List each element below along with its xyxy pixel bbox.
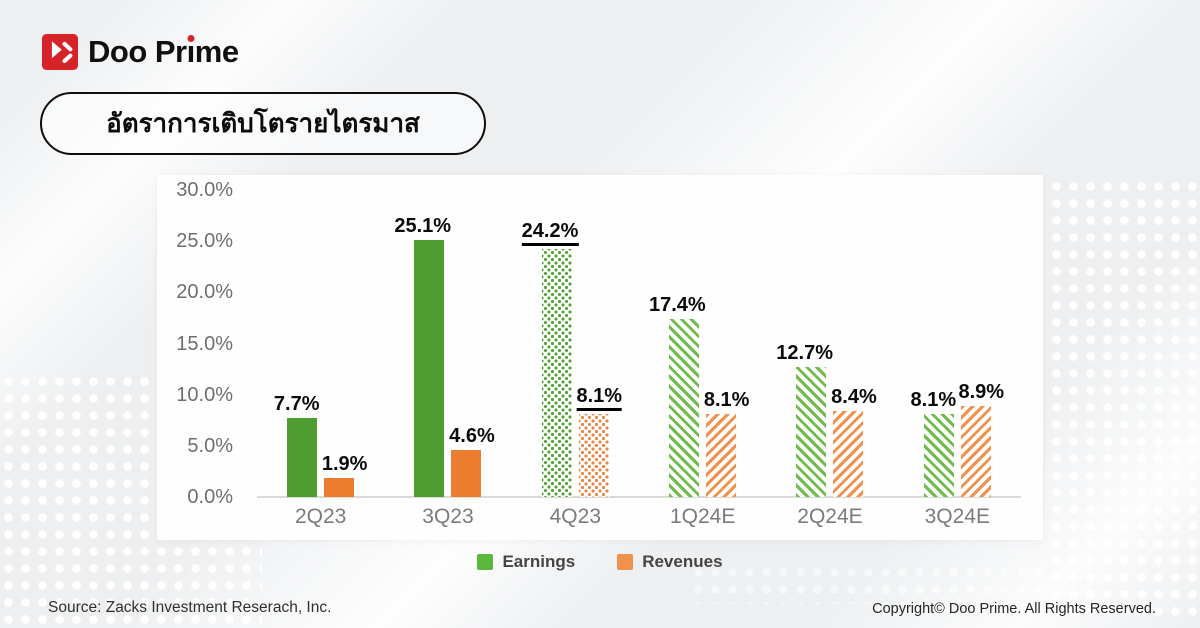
- bar-fill: [578, 414, 609, 497]
- y-axis-tick-label: 25.0%: [176, 230, 233, 253]
- copyright-note: Copyright© Doo Prime. All Rights Reserve…: [872, 601, 1156, 617]
- bar-fill: [451, 449, 482, 497]
- bar-revenues-4q23: 8.1%: [576, 385, 623, 497]
- bar-value-label: 8.1%: [703, 389, 750, 412]
- y-axis-tick-label: 5.0%: [187, 434, 233, 457]
- y-axis-tick-label: 15.0%: [176, 332, 233, 355]
- bar-revenues-3q23: 4.6%: [449, 425, 495, 497]
- bar-fill: [324, 477, 355, 497]
- bar-value-label: 1.9%: [321, 452, 368, 475]
- bar-fill: [923, 414, 954, 497]
- bar-fill: [833, 411, 864, 497]
- legend-label: Earnings: [502, 552, 576, 571]
- bar-earnings-4q23: 24.2%: [521, 220, 579, 497]
- doo-prime-logo-icon: [42, 34, 78, 70]
- bar-value-label: 17.4%: [648, 293, 706, 316]
- bar-group-2q23: 7.7% 1.9% 2Q23: [257, 175, 384, 528]
- bar-revenues-2q23: 1.9%: [322, 453, 367, 497]
- bar-group-4q23: 24.2% 8.1% 4Q23: [512, 175, 639, 528]
- y-axis-tick-label: 10.0%: [176, 383, 233, 406]
- background-dots-right: [1048, 178, 1200, 620]
- bar-value-label: 8.9%: [958, 380, 1005, 403]
- y-axis-labels: 30.0% 25.0% 20.0% 15.0% 10.0% 5.0% 0.0%: [157, 175, 233, 508]
- bar-earnings-3q24e: 8.1%: [911, 389, 956, 497]
- x-axis-label: 4Q23: [549, 505, 601, 528]
- bar-value-label: 4.6%: [449, 424, 495, 447]
- bar-value-label: 8.1%: [576, 385, 623, 412]
- x-axis-label: 1Q24E: [669, 505, 736, 528]
- logo-text-part1: Doo Pr: [88, 34, 187, 69]
- bar-fill: [796, 367, 827, 497]
- chart-title-text: อัตราการเติบโตรายไตรมาส: [106, 108, 420, 138]
- x-axis-line: [257, 496, 1021, 498]
- bar-fill: [960, 405, 991, 497]
- bar-fill: [414, 240, 445, 497]
- bar-revenues-1q24e: 8.1%: [704, 389, 749, 497]
- bar-group-3q23: 25.1% 4.6% 3Q23: [384, 175, 511, 528]
- bar-fill: [287, 418, 318, 497]
- bar-value-label: 24.2%: [521, 220, 579, 247]
- bar-group-3q24e: 8.1% 8.9% 3Q24E: [894, 175, 1021, 528]
- legend-swatch: [617, 554, 634, 570]
- x-axis-label: 2Q23: [294, 505, 347, 528]
- legend-item-revenues: Revenues: [617, 552, 723, 572]
- legend-swatch: [477, 554, 494, 570]
- bar-earnings-2q23: 7.7%: [274, 393, 319, 497]
- y-axis-tick-label: 30.0%: [176, 179, 233, 201]
- bar-revenues-3q24e: 8.9%: [958, 381, 1004, 497]
- bar-value-label: 12.7%: [776, 342, 834, 365]
- doo-prime-logo: Doo Pr ı me: [42, 34, 239, 70]
- bar-group-1q24e: 17.4% 8.1% 1Q24E: [639, 175, 766, 528]
- logo-letter-i: ı: [186, 34, 196, 70]
- y-axis-tick-label: 0.0%: [187, 486, 233, 508]
- bar-value-label: 8.4%: [831, 386, 877, 409]
- bar-value-label: 7.7%: [273, 393, 320, 416]
- legend-label: Revenues: [642, 552, 723, 571]
- bar-value-label: 25.1%: [394, 215, 452, 238]
- logo-text: Doo Pr ı me: [88, 34, 239, 70]
- chart-card: 30.0% 25.0% 20.0% 15.0% 10.0% 5.0% 0.0% 7.7% 1.…: [157, 175, 1043, 540]
- logo-i-glyph: ı: [186, 34, 196, 69]
- x-axis-label: 2Q24E: [797, 505, 863, 528]
- bar-fill: [669, 318, 700, 497]
- plot-area: 7.7% 1.9% 2Q23 25.1% 4.6% 3Q23 24.2% 8.1% 4Q23 17…: [257, 175, 1021, 528]
- source-note: Source: Zacks Investment Reserach, Inc.: [48, 599, 332, 616]
- bar-fill: [541, 249, 572, 497]
- bar-earnings-2q24e: 12.7%: [776, 342, 833, 497]
- x-axis-label: 3Q24E: [924, 505, 990, 528]
- bar-fill: [706, 414, 737, 497]
- y-axis-tick-label: 20.0%: [176, 281, 233, 304]
- bar-group-2q24e: 12.7% 8.4% 2Q24E: [766, 175, 893, 528]
- bar-earnings-1q24e: 17.4%: [649, 294, 706, 497]
- legend-item-earnings: Earnings: [477, 552, 575, 572]
- bar-value-label: 8.1%: [910, 389, 957, 412]
- x-axis-label: 3Q23: [422, 505, 474, 528]
- logo-text-part2: me: [194, 34, 239, 69]
- logo-red-dot: [187, 35, 195, 42]
- chart-title-badge: อัตราการเติบโตรายไตรมาส: [40, 92, 486, 155]
- background-dots-bottom-right: [690, 564, 1050, 604]
- chart-legend: Earnings Revenues: [157, 552, 1043, 572]
- bar-earnings-3q23: 25.1%: [394, 215, 451, 497]
- bar-revenues-2q24e: 8.4%: [831, 386, 877, 497]
